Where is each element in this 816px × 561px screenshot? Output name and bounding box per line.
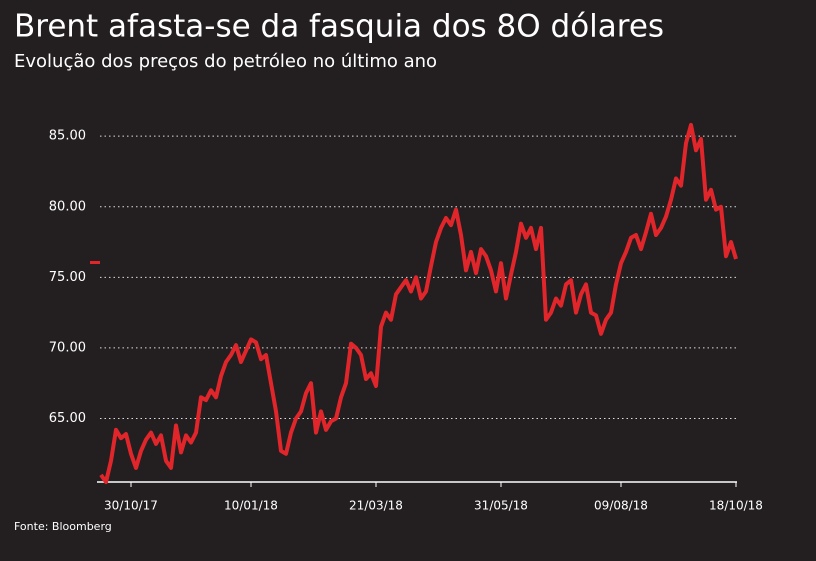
y-tick-label: 80.00 xyxy=(49,199,86,214)
y-tick-label: 75.00 xyxy=(49,270,86,285)
source: Fonte: Bloomberg xyxy=(14,520,112,533)
y-tick-label: 65.00 xyxy=(49,411,86,426)
x-tick-label: 31/05/18 xyxy=(474,499,528,513)
x-tick-label: 10/01/18 xyxy=(224,499,278,513)
current-marker xyxy=(90,261,100,264)
y-tick-label: 85.00 xyxy=(49,129,86,144)
x-tick-label: 21/03/18 xyxy=(349,499,403,513)
y-tick-label: 70.00 xyxy=(49,340,86,355)
x-tick-label: 18/10/18 xyxy=(709,499,763,513)
chart-subtitle: Evolução dos preços do petróleo no últim… xyxy=(14,51,437,72)
x-tick-label: 30/10/17 xyxy=(104,499,158,513)
chart-title: Brent afasta-se da fasquia dos 8O dólare… xyxy=(14,9,664,45)
x-tick-label: 09/08/18 xyxy=(594,499,648,513)
price-line xyxy=(99,122,738,484)
